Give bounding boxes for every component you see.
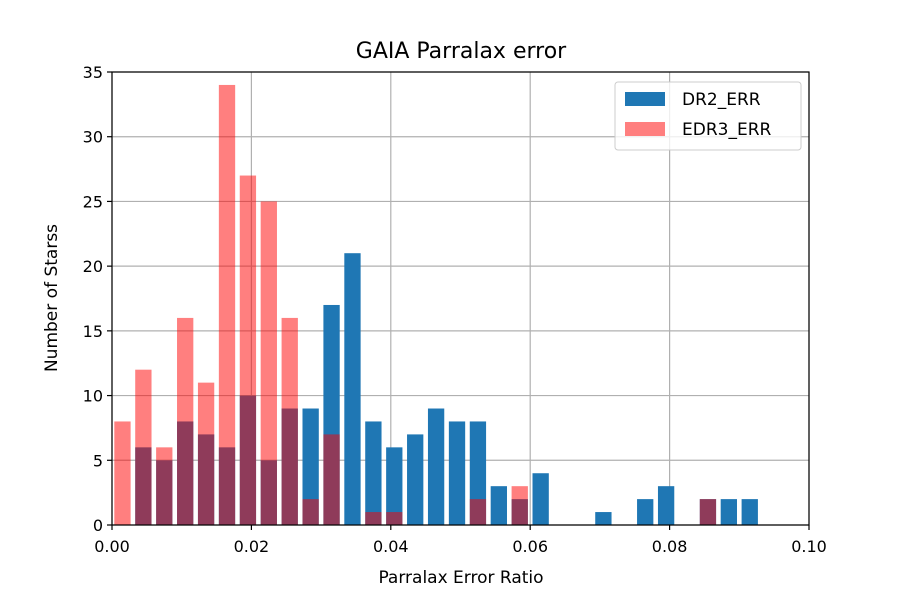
- bar-edr3-err: [511, 486, 528, 525]
- bar-edr3-err: [386, 512, 403, 525]
- bar-edr3-err: [302, 499, 319, 525]
- legend-label: DR2_ERR: [682, 90, 761, 110]
- bars: [114, 84, 758, 526]
- legend-swatch: [625, 122, 665, 136]
- x-tick-label: 0.06: [512, 537, 548, 556]
- bar-dr2-err: [407, 434, 424, 525]
- y-tick-label: 5: [93, 451, 103, 470]
- legend: DR2_ERR EDR3_ERR: [614, 81, 802, 151]
- bar-dr2-err: [386, 447, 403, 525]
- bar-edr3-err: [239, 175, 257, 526]
- bar-edr3-err: [218, 84, 236, 525]
- y-axis-ticks: 0 5 10 15 20 25 30 35: [83, 63, 112, 535]
- bar-edr3-err: [260, 201, 277, 525]
- series-EDR3_ERR: [114, 84, 717, 526]
- y-tick-label: 30: [83, 128, 103, 147]
- y-tick-label: 35: [83, 63, 103, 82]
- y-tick-label: 20: [83, 257, 103, 276]
- bar-edr3-err: [197, 382, 215, 525]
- y-tick-label: 25: [83, 192, 103, 211]
- bar-dr2-err: [657, 486, 675, 525]
- bar-edr3-err: [114, 421, 131, 525]
- y-tick-label: 15: [83, 322, 103, 341]
- bar-dr2-err: [741, 499, 758, 525]
- legend-swatch: [625, 92, 665, 106]
- chart-title: GAIA Parralax error: [356, 39, 567, 64]
- bar-edr3-err: [177, 317, 194, 525]
- x-tick-label: 0.04: [373, 537, 409, 556]
- x-axis-ticks: 0.00 0.02 0.04 0.06 0.08 0.10: [94, 525, 827, 556]
- bar-dr2-err: [448, 421, 466, 525]
- y-tick-label: 0: [93, 516, 103, 535]
- bar-edr3-err: [281, 317, 298, 525]
- bar-edr3-err: [365, 512, 382, 525]
- x-tick-label: 0.10: [791, 537, 827, 556]
- bar-dr2-err: [302, 408, 319, 525]
- y-tick-label: 10: [83, 387, 103, 406]
- x-axis-label: Parralax Error Ratio: [378, 568, 543, 588]
- bar-dr2-err: [427, 408, 445, 525]
- bar-edr3-err: [156, 447, 173, 525]
- bar-dr2-err: [637, 499, 654, 525]
- bar-dr2-err: [532, 473, 549, 525]
- x-tick-label: 0.00: [94, 537, 130, 556]
- bar-dr2-err: [344, 253, 361, 525]
- bar-edr3-err: [699, 499, 717, 525]
- x-tick-label: 0.02: [234, 537, 270, 556]
- bar-edr3-err: [469, 499, 487, 525]
- bar-dr2-err: [595, 512, 612, 525]
- bar-edr3-err: [323, 434, 340, 525]
- legend-label: EDR3_ERR: [682, 120, 772, 140]
- bar-edr3-err: [135, 369, 152, 525]
- plot-frame: [111, 71, 810, 526]
- y-axis-label: Number of Starss: [42, 224, 62, 372]
- bar-dr2-err: [490, 486, 507, 525]
- bar-dr2-err: [365, 421, 382, 525]
- x-tick-label: 0.08: [652, 537, 688, 556]
- bar-dr2-err: [720, 499, 737, 525]
